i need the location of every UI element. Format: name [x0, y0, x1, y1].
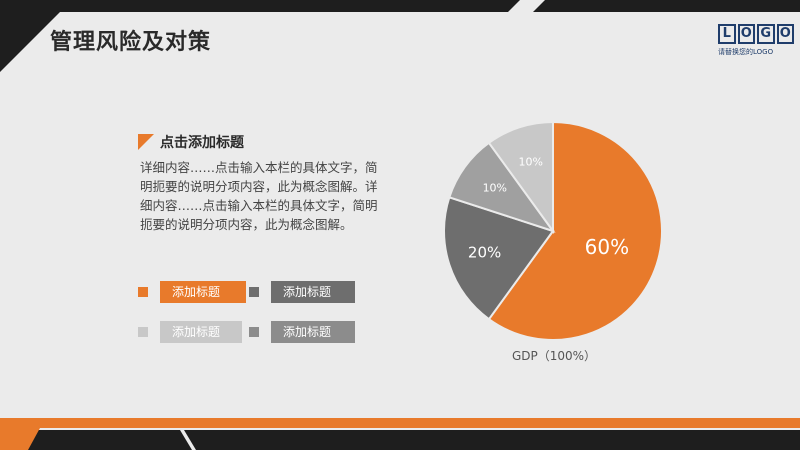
- pie-caption: GDP（100%）: [511, 349, 597, 363]
- bottom-orange-band: [0, 418, 800, 428]
- pie-slice: [487, 120, 554, 235]
- pie-chart: 60% 20% 10% 10%: [430, 110, 680, 350]
- top-right-stripe: [508, 0, 545, 12]
- legend-swatch: [138, 287, 148, 297]
- body-text[interactable]: 详细内容……点击输入本栏的具体文字，简明扼要的说明分项内容，此为概念图解。详细内…: [140, 160, 378, 232]
- bottom-left-orange-tab: [0, 428, 40, 450]
- legend-label: 添加标题: [271, 321, 355, 343]
- flag-icon: [138, 134, 154, 150]
- legend-item-4[interactable]: 添加标题: [249, 321, 355, 343]
- logo-tagline: 请替换您的LOGO: [718, 48, 774, 56]
- logo-letters: L O G O: [718, 24, 794, 44]
- legend-item-1[interactable]: 添加标题: [138, 281, 246, 303]
- legend-item-3[interactable]: 添加标题: [138, 321, 242, 343]
- pie-slice-label: 60%: [585, 235, 629, 259]
- pie-slice: [443, 196, 555, 321]
- section-heading[interactable]: 点击添加标题: [138, 132, 244, 152]
- bottom-dark-band-right: [184, 430, 800, 450]
- top-dark-band: [0, 0, 800, 72]
- bottom-dark-band: [0, 430, 192, 450]
- pie-slice: [487, 120, 663, 341]
- section-heading-text: 点击添加标题: [160, 135, 244, 151]
- legend-swatch: [249, 327, 259, 337]
- pie-slice-label: 10%: [519, 156, 543, 169]
- legend-label: 添加标题: [271, 281, 355, 303]
- logo-letter: O: [776, 24, 794, 44]
- logo: L O G O 请替换您的LOGO: [718, 24, 794, 58]
- pie-slice-label: 20%: [468, 244, 501, 262]
- page-title: 管理风险及对策: [50, 30, 212, 55]
- pie-slice-label: 10%: [483, 182, 507, 195]
- legend-label: 添加标题: [160, 281, 246, 303]
- logo-letter: L: [718, 24, 736, 44]
- logo-letter: G: [757, 24, 775, 44]
- logo-letter: O: [737, 24, 755, 44]
- legend-item-2[interactable]: 添加标题: [249, 281, 355, 303]
- legend-swatch: [138, 327, 148, 337]
- legend-label: 添加标题: [160, 321, 242, 343]
- legend-swatch: [249, 287, 259, 297]
- pie-chart-svg: 60% 20% 10% 10%: [443, 120, 663, 341]
